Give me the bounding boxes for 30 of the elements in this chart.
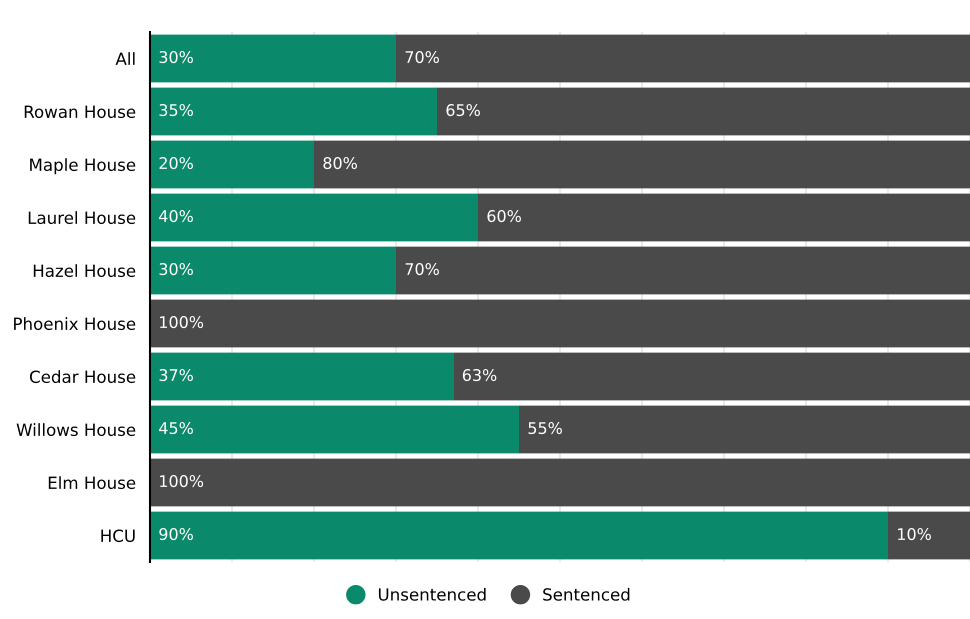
data-label: 80% bbox=[323, 157, 357, 170]
data-label: 40% bbox=[159, 210, 193, 222]
legend-label: Unsentenced bbox=[378, 588, 486, 601]
data-label: 45% bbox=[159, 422, 193, 434]
y-tick-label: All bbox=[116, 52, 135, 65]
data-label: 100% bbox=[160, 316, 204, 328]
data-label: 35% bbox=[160, 104, 193, 116]
data-label: 55% bbox=[528, 422, 562, 434]
data-label: 65% bbox=[446, 104, 480, 116]
legend-label: Sentenced bbox=[543, 588, 630, 601]
data-label: 90% bbox=[159, 528, 193, 540]
y-tick-label: Elm House bbox=[48, 476, 136, 490]
data-label: 30% bbox=[160, 51, 193, 64]
y-tick-label: HCU bbox=[101, 529, 135, 542]
data-label: 70% bbox=[406, 51, 439, 64]
y-tick-label: Maple House bbox=[30, 158, 136, 174]
y-tick-label: Rowan House bbox=[24, 106, 136, 118]
data-label: 63% bbox=[462, 369, 496, 382]
data-label: 10% bbox=[898, 528, 931, 540]
data-label: 20% bbox=[160, 157, 193, 170]
data-label: 30% bbox=[160, 263, 193, 276]
y-tick-label: Willows House bbox=[16, 423, 136, 436]
y-tick-label: Cedar House bbox=[30, 370, 136, 384]
data-label: 70% bbox=[406, 263, 439, 276]
y-tick-label: Phoenix House bbox=[14, 317, 136, 330]
y-tick-label: Hazel House bbox=[34, 264, 136, 278]
data-label: 37% bbox=[160, 369, 193, 382]
data-label: 100% bbox=[160, 475, 204, 488]
data-label: 60% bbox=[487, 210, 521, 222]
y-tick-label: Laurel House bbox=[28, 211, 136, 224]
